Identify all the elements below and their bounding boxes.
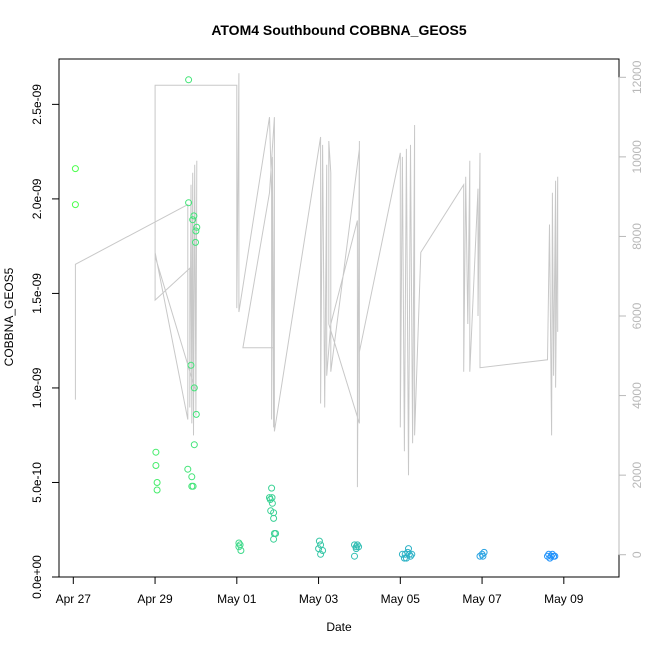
data-point: [476, 552, 484, 560]
y-axis-label: COBBNA_GEOS5: [2, 267, 16, 366]
y2-tick-label: 12000: [630, 60, 644, 94]
data-point: [185, 76, 193, 84]
data-point: [479, 552, 487, 560]
data-point: [268, 499, 276, 507]
data-point: [480, 548, 488, 556]
points-layer: [71, 76, 559, 562]
data-point: [190, 212, 198, 220]
data-point: [190, 441, 198, 449]
x-tick-label: May 07: [462, 592, 502, 606]
chart-title: ATOM4 Southbound COBBNA_GEOS5: [211, 22, 467, 38]
x-tick-label: May 05: [381, 592, 421, 606]
data-point: [405, 550, 413, 558]
data-point: [270, 535, 278, 543]
data-point: [353, 541, 361, 549]
altitude-layer: [74, 73, 559, 488]
data-point: [193, 223, 201, 231]
data-point: [407, 552, 414, 560]
data-point: [355, 543, 363, 551]
data-point: [315, 537, 323, 545]
data-point: [237, 547, 245, 554]
x-axis-label: Date: [326, 620, 352, 634]
data-point: [184, 465, 192, 473]
data-point: [188, 473, 196, 481]
data-point: [319, 547, 327, 554]
x-tick-label: May 03: [299, 592, 339, 606]
y-axis: 0.0e+00 5.0e-10 1.0e-09 1.5e-09 2.0e-09 2.5e-…: [30, 84, 60, 599]
altitude-line: [74, 73, 559, 488]
data-point: [547, 552, 555, 560]
y-tick-label: 5.0e-10: [30, 462, 44, 503]
y2-tick-label: 8000: [630, 223, 644, 250]
data-point: [235, 539, 243, 547]
data-point: [268, 484, 276, 492]
data-point: [187, 361, 195, 369]
y-tick-label: 2.0e-09: [30, 178, 44, 219]
y2-tick-label: 10000: [630, 140, 644, 174]
y-tick-label: 0.0e+00: [30, 555, 44, 599]
x-tick-label: May 01: [217, 592, 257, 606]
data-point: [317, 550, 325, 558]
data-point: [405, 545, 412, 553]
data-point: [235, 543, 243, 551]
data-point: [551, 552, 559, 560]
y2-tick-label: 6000: [630, 302, 644, 329]
data-point: [192, 410, 200, 418]
data-point: [152, 448, 160, 456]
y2-tick-label: 4000: [630, 382, 644, 409]
data-point: [400, 554, 408, 562]
y2-tick-label: 0: [630, 551, 644, 558]
data-point: [408, 550, 416, 558]
data-point: [71, 165, 79, 173]
data-point: [190, 384, 198, 392]
data-point: [236, 541, 244, 549]
data-point: [152, 462, 160, 469]
x-tick-label: Apr 27: [56, 592, 92, 606]
data-point: [192, 227, 200, 235]
x-tick-label: May 09: [544, 592, 584, 606]
y2-axis-right: 0 2000 4000 6000 8000 10000 12000: [618, 60, 644, 558]
data-point: [270, 514, 278, 522]
data-point: [351, 552, 358, 560]
y-tick-label: 1.0e-09: [30, 367, 44, 408]
data-point: [153, 486, 161, 494]
data-point: [189, 482, 197, 490]
data-point: [185, 199, 193, 207]
x-axis: Apr 27 Apr 29 May 01 May 03 May 05 May 07 May …: [56, 576, 584, 606]
y2-tick-label: 2000: [630, 461, 644, 488]
data-point: [351, 541, 358, 549]
data-point: [71, 201, 79, 209]
plot-frame: [58, 58, 620, 578]
data-point: [153, 479, 161, 486]
x-tick-label: Apr 29: [137, 592, 173, 606]
data-point: [266, 496, 274, 503]
data-point: [192, 238, 199, 246]
y-tick-label: 2.5e-09: [30, 84, 44, 125]
y-tick-label: 1.5e-09: [30, 273, 44, 314]
data-point: [189, 216, 197, 224]
